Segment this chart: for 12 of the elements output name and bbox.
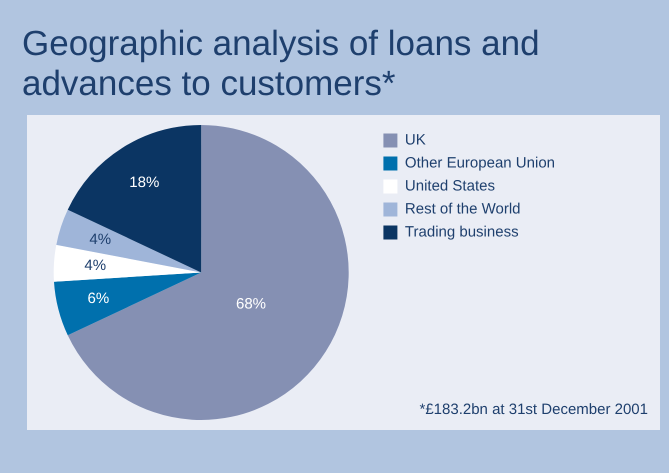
data-label: 68% [236, 295, 266, 312]
text: *£183.2bn at 31st December 2001 [420, 401, 648, 418]
legend-label: UK [404, 132, 426, 149]
data-label: 6% [87, 290, 110, 308]
data-label: 18% [129, 174, 160, 191]
legend-label: Trading business [404, 224, 519, 241]
data-label: 4% [84, 256, 106, 274]
legend-label: Rest of the World [404, 200, 521, 218]
chart-title: Geographic analysis of loans and advances to customers* [22, 24, 541, 104]
legend-label: Other European Union [404, 154, 556, 172]
legend-label: United States [404, 178, 495, 195]
data-label: 4% [89, 230, 112, 248]
